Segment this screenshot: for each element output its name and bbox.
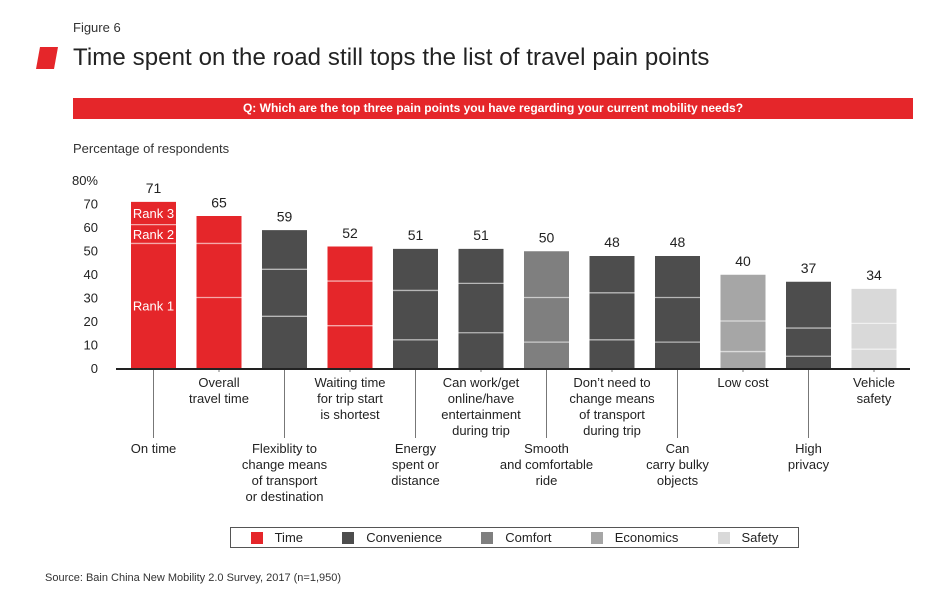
data-label: 40 xyxy=(735,253,751,269)
bar xyxy=(393,248,438,368)
category-label: Vehicle xyxy=(853,375,895,390)
y-tick-label: 0 xyxy=(91,361,98,376)
legend-swatch-comfort xyxy=(481,531,494,544)
legend-label-comfort: Comfort xyxy=(505,530,552,545)
legend-item-convenience: Convenience xyxy=(342,530,442,545)
legend-label-safety: Safety xyxy=(741,530,779,545)
chart-title: Time spent on the road still tops the li… xyxy=(73,44,710,71)
rank-label: Rank 1 xyxy=(133,299,174,314)
legend-label-convenience: Convenience xyxy=(366,530,443,545)
y-tick-label: 80% xyxy=(72,173,98,188)
rank-label: Rank 3 xyxy=(133,206,174,221)
data-label: 50 xyxy=(539,230,555,246)
legend-swatch-economics xyxy=(590,531,603,544)
bar xyxy=(131,201,176,368)
bar xyxy=(196,215,242,368)
category-label: privacy xyxy=(788,457,830,472)
question-banner: Q: Which are the top three pain points y… xyxy=(73,98,913,119)
bar xyxy=(327,245,373,368)
legend-label-economics: Economics xyxy=(614,530,679,545)
data-label: 48 xyxy=(670,234,686,250)
data-label: 59 xyxy=(277,208,293,224)
category-label: Overall xyxy=(198,375,239,390)
data-label: 52 xyxy=(342,225,358,241)
category-label: Can xyxy=(666,441,690,456)
category-label: during trip xyxy=(583,423,641,438)
legend-swatch-safety xyxy=(717,531,730,544)
legend-item-safety: Safety xyxy=(717,530,779,545)
legend-label-time: Time xyxy=(274,530,303,545)
category-label: Energy xyxy=(395,441,437,456)
category-label: Don’t need to xyxy=(573,375,650,390)
bar xyxy=(655,255,700,368)
figure-label: Figure 6 xyxy=(73,20,121,35)
category-label: entertainment xyxy=(441,407,521,422)
bar xyxy=(786,281,831,368)
bar xyxy=(589,255,635,368)
category-label: carry bulky xyxy=(646,457,709,472)
category-label: On time xyxy=(131,441,177,456)
category-label: distance xyxy=(391,473,439,488)
category-label: during trip xyxy=(452,423,510,438)
data-label: 48 xyxy=(604,234,620,250)
category-label: or destination xyxy=(245,489,323,504)
legend-item-time: Time xyxy=(250,530,303,545)
data-label: 51 xyxy=(473,227,489,243)
rank-label: Rank 2 xyxy=(133,227,174,242)
legend-swatch-time xyxy=(250,531,263,544)
category-label: High xyxy=(795,441,822,456)
category-label: Smooth xyxy=(524,441,569,456)
legend-swatch-convenience xyxy=(342,531,355,544)
bar xyxy=(524,250,569,368)
category-label: objects xyxy=(657,473,699,488)
category-label: online/have xyxy=(448,391,515,406)
bar xyxy=(262,229,307,368)
legend-item-comfort: Comfort xyxy=(481,530,552,545)
data-label: 34 xyxy=(866,267,882,283)
category-label: Low cost xyxy=(717,375,769,390)
category-label: ride xyxy=(536,473,558,488)
category-label: for trip start xyxy=(317,391,383,406)
y-tick-label: 40 xyxy=(84,267,98,282)
data-label: 71 xyxy=(146,180,162,196)
axis-subtitle: Percentage of respondents xyxy=(73,141,230,156)
source-note: Source: Bain China New Mobility 2.0 Surv… xyxy=(45,572,342,584)
legend: Time Convenience Comfort Economics Safet… xyxy=(230,527,799,548)
data-label: 51 xyxy=(408,227,424,243)
y-tick-label: 20 xyxy=(84,314,98,329)
category-label: of transport xyxy=(579,407,645,422)
y-tick-label: 10 xyxy=(84,338,98,353)
category-label: and comfortable xyxy=(500,457,593,472)
y-tick-label: 60 xyxy=(84,220,98,235)
category-label: travel time xyxy=(189,391,249,406)
category-label: of transport xyxy=(252,473,318,488)
category-label: Flexiblity to xyxy=(252,441,317,456)
bar-chart: 0 10 20 30 40 50 60 70 80% 71 On time 65 Overalltrav… xyxy=(72,173,910,504)
y-tick-label: 30 xyxy=(84,291,98,306)
bar xyxy=(851,288,897,368)
category-label: safety xyxy=(857,391,892,406)
category-label: change means xyxy=(569,391,655,406)
y-tick-label: 50 xyxy=(84,244,98,259)
data-label: 37 xyxy=(801,260,817,276)
category-label: Can work/get xyxy=(443,375,520,390)
data-label: 65 xyxy=(211,194,227,210)
legend-item-economics: Economics xyxy=(590,530,679,545)
category-label: Waiting time xyxy=(314,375,385,390)
bar xyxy=(458,248,504,368)
category-label: is shortest xyxy=(320,407,380,422)
category-label: change means xyxy=(242,457,328,472)
title-accent-mark xyxy=(36,47,58,69)
category-label: spent or xyxy=(392,457,440,472)
y-tick-label: 70 xyxy=(84,197,98,212)
